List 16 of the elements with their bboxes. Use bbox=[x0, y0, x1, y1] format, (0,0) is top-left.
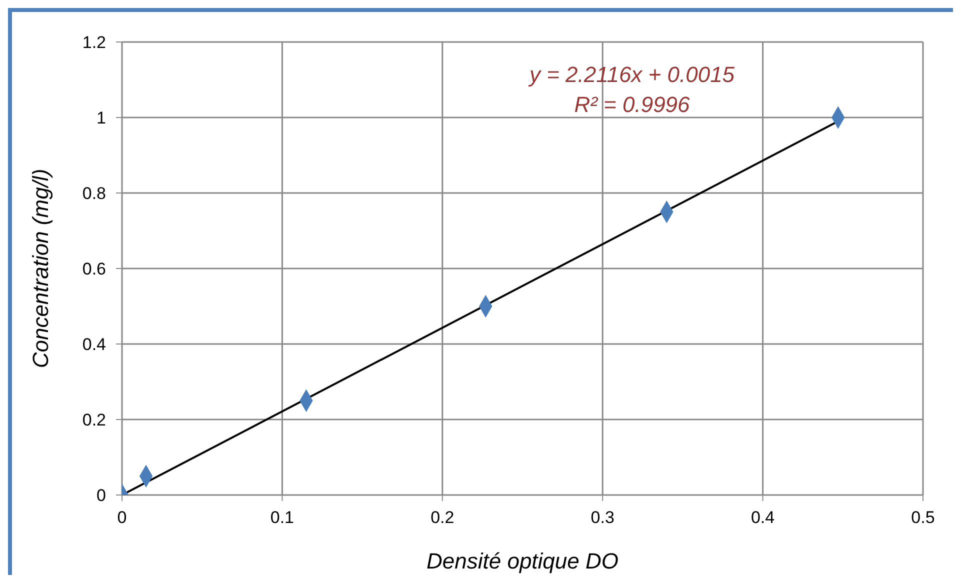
y-axis-title: Concentration (mg/l) bbox=[28, 168, 53, 368]
x-tick-label: 0.3 bbox=[590, 508, 614, 528]
x-tick-label: 0 bbox=[117, 508, 127, 528]
x-tick-label: 0.4 bbox=[750, 508, 775, 528]
y-tick-label: 0.6 bbox=[82, 260, 106, 279]
annotation: R² = 0.9996 bbox=[573, 91, 691, 119]
y-tick-label: 0.8 bbox=[82, 184, 106, 204]
y-tick-label: 1.2 bbox=[82, 33, 106, 52]
x-tick-label: 0.2 bbox=[430, 508, 454, 528]
x-tick-label: 0.5 bbox=[911, 508, 935, 528]
y-tick-label: 1 bbox=[96, 108, 106, 128]
x-tick-label: 0.1 bbox=[270, 508, 294, 528]
x-axis-title: Densité optique DO bbox=[426, 548, 618, 574]
y-tick-label: 0 bbox=[96, 486, 106, 506]
y-tick-label: 0.2 bbox=[82, 410, 106, 430]
y-tick-label: 0.4 bbox=[82, 335, 106, 354]
